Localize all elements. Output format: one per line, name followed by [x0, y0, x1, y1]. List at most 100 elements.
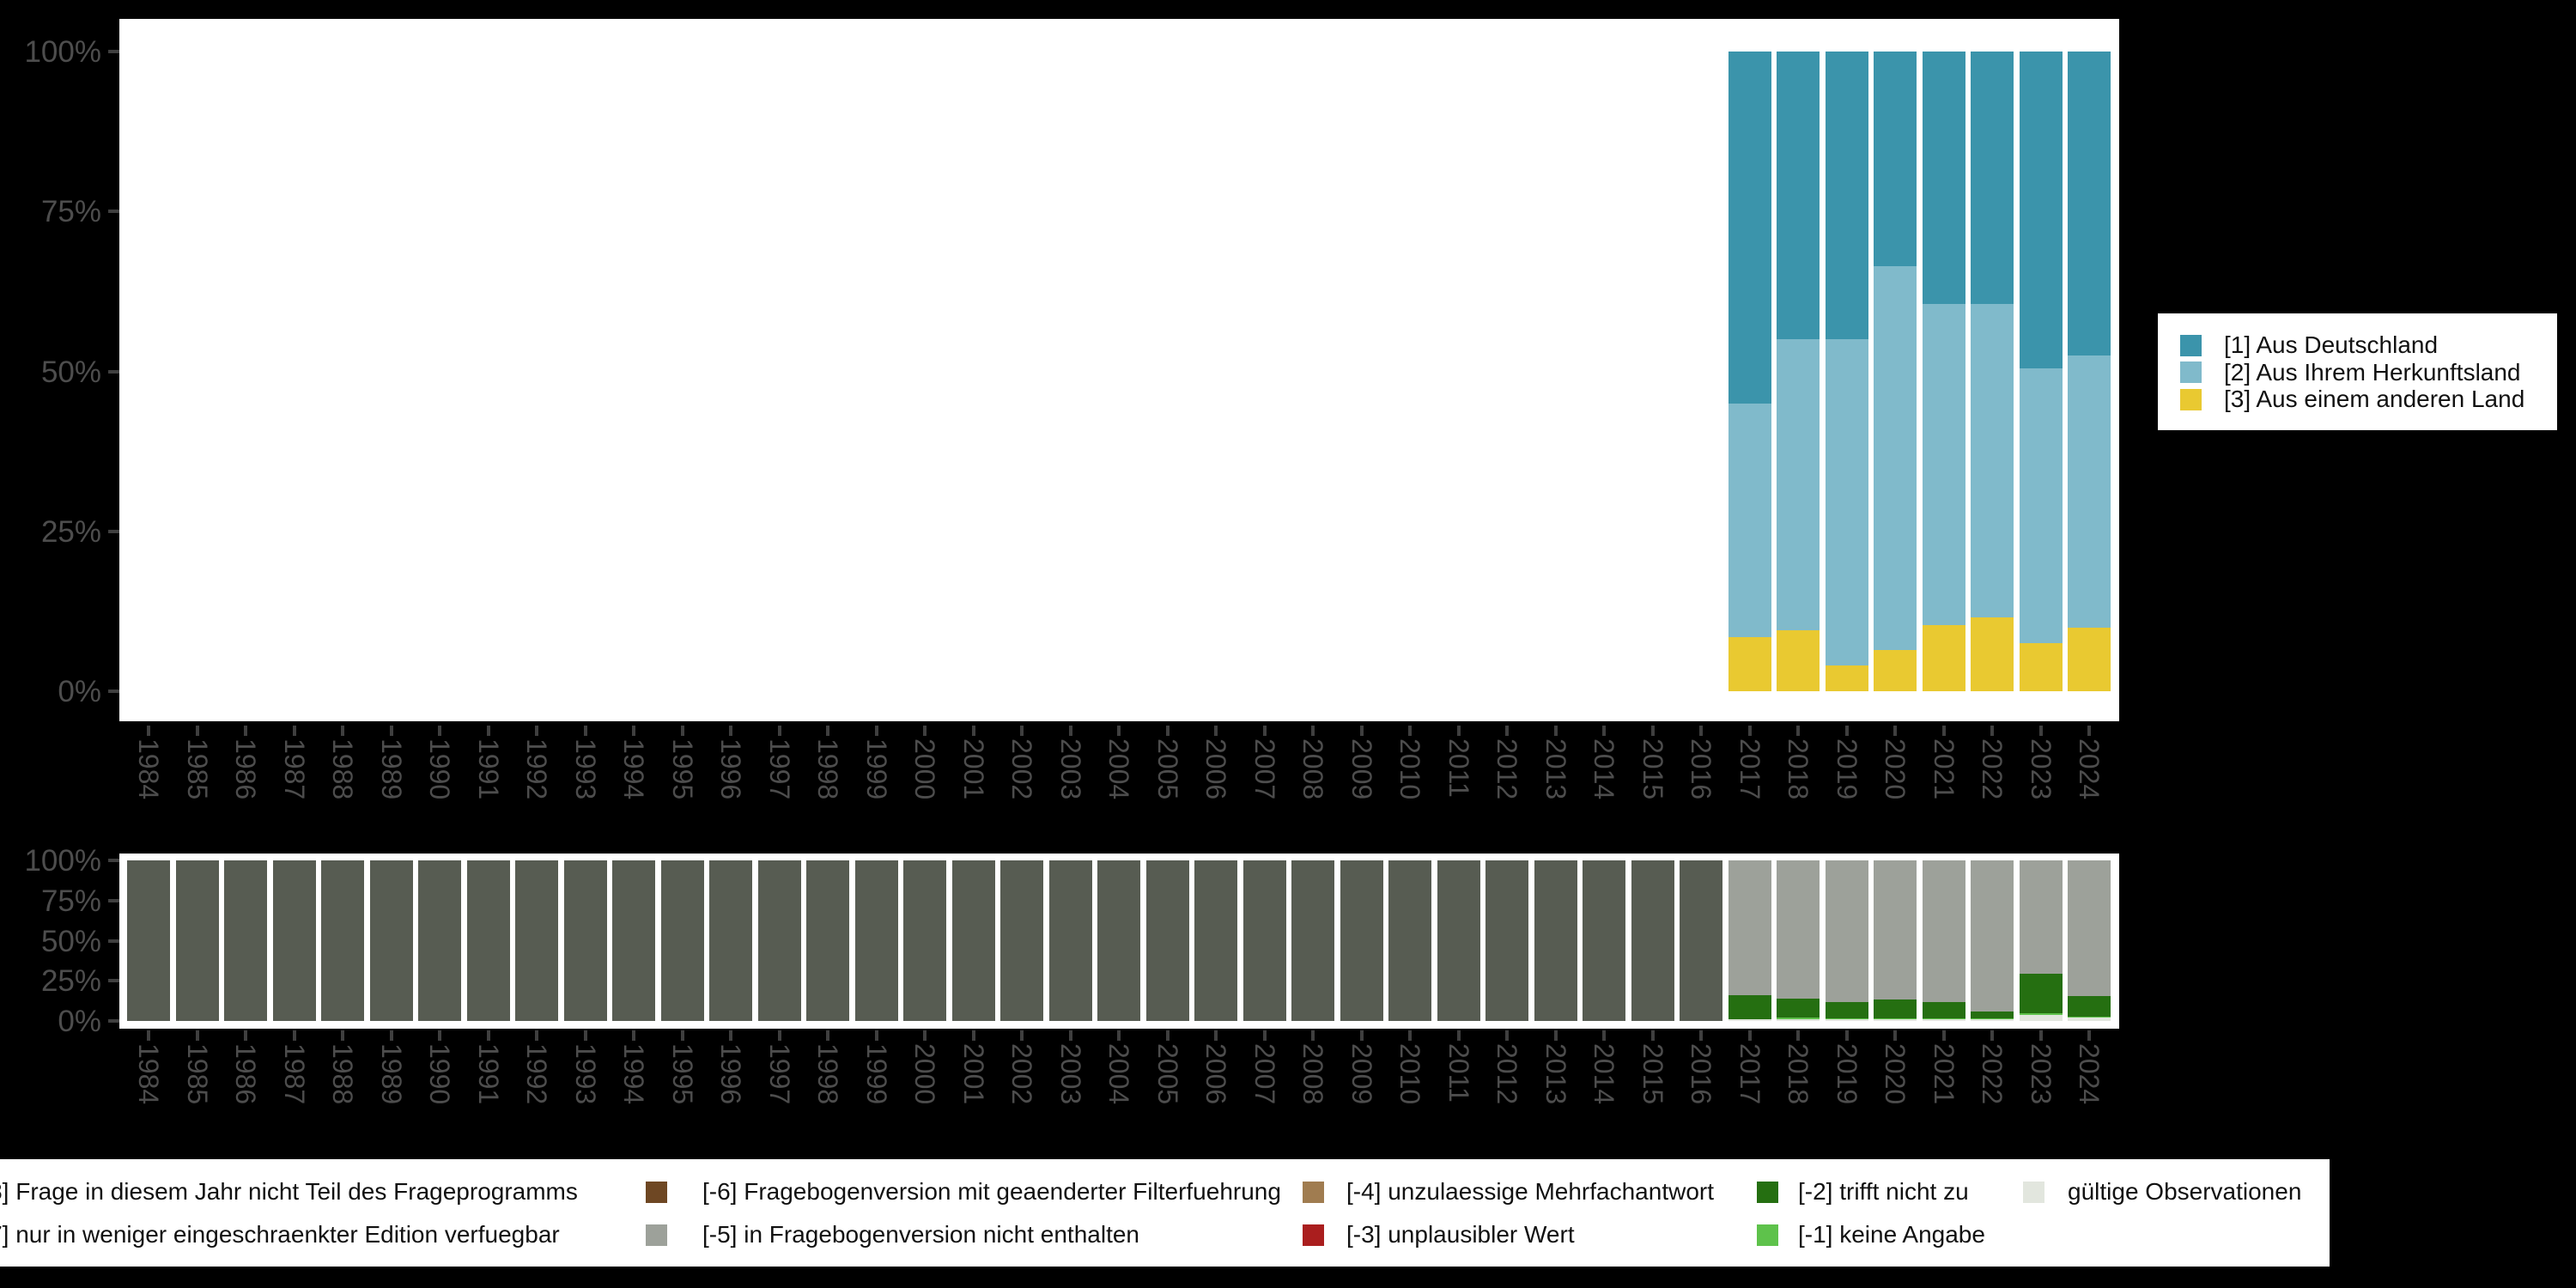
stacked-bar-2000 [903, 860, 946, 1021]
stacked-bar-1995 [661, 52, 704, 691]
stacked-bar-1988 [321, 860, 364, 1021]
stacked-bar-1994 [612, 52, 655, 691]
x-tick [583, 726, 587, 736]
bar-segment [1145, 860, 1189, 1021]
stacked-bar-1992 [515, 52, 558, 691]
bar-segment [1825, 1019, 1868, 1021]
x-axis-label: 2016 [1686, 738, 1716, 800]
x-tick [1844, 1030, 1849, 1041]
legend-key-swatch [646, 1224, 667, 1246]
y-tick [108, 979, 119, 983]
x-tick [971, 1030, 975, 1041]
bar-segment [1728, 636, 1771, 691]
x-tick [341, 1030, 344, 1041]
stacked-bar-2019 [1825, 860, 1868, 1021]
stacked-bar-1985 [176, 52, 219, 691]
x-axis-label: 1998 [812, 738, 843, 800]
stacked-bar-1986 [224, 52, 267, 691]
answer-chart-panel [119, 19, 2119, 721]
legend-label: [-7] nur in weniger eingeschraenkter Edi… [0, 1221, 560, 1248]
bar-segment [1000, 860, 1043, 1021]
x-axis-label: 2010 [1394, 1043, 1425, 1105]
bar-segment [1728, 1018, 1771, 1021]
legend-label: [3] Aus einem anderen Land [2224, 386, 2525, 412]
x-tick [1650, 726, 1655, 736]
stacked-bar-2017 [1728, 860, 1771, 1021]
y-axis-label: 25% [40, 964, 101, 999]
bar-segment [1971, 617, 2014, 691]
stacked-bar-2022 [1971, 52, 2014, 691]
stacked-bar-2008 [1291, 52, 1334, 691]
x-tick [1990, 1030, 1994, 1041]
x-axis-label: 2002 [1006, 738, 1037, 800]
x-axis-label: 2005 [1151, 1043, 1183, 1105]
stacked-bar-1987 [272, 860, 316, 1021]
stacked-bar-2006 [1194, 860, 1237, 1021]
x-axis-label: 2013 [1540, 738, 1571, 800]
x-axis-label: 1994 [618, 1043, 649, 1105]
bar-segment [1728, 994, 1771, 1019]
x-tick [389, 1030, 393, 1041]
stacked-bar-2018 [1777, 52, 1820, 691]
x-tick [195, 1030, 199, 1041]
x-axis-label: 2021 [1928, 738, 1959, 800]
x-axis-label: 2010 [1394, 738, 1425, 800]
stacked-bar-2020 [1874, 860, 1917, 1021]
stacked-bar-2005 [1145, 860, 1189, 1021]
y-tick [108, 210, 119, 214]
x-tick [1844, 726, 1849, 736]
stacked-bar-1988 [321, 52, 364, 691]
bar-segment [1825, 52, 1868, 340]
stacked-bar-1996 [709, 52, 752, 691]
bar-segment [903, 860, 946, 1021]
x-axis-label: 2007 [1249, 738, 1280, 800]
bar-segment [1048, 860, 1092, 1021]
x-tick [341, 726, 344, 736]
x-axis-label: 2004 [1103, 738, 1134, 800]
x-tick [1117, 726, 1121, 736]
x-axis-label: 1990 [424, 738, 455, 800]
legend-key-swatch [1303, 1181, 1324, 1203]
x-axis-label: 2017 [1734, 1043, 1765, 1105]
x-axis-label: 2013 [1540, 1043, 1571, 1105]
x-tick [1311, 1030, 1315, 1041]
bar-segment [515, 860, 558, 1021]
stacked-bar-2013 [1534, 52, 1577, 691]
stacked-bar-2015 [1631, 860, 1674, 1021]
stacked-bar-2020 [1874, 52, 1917, 691]
bar-segment [1728, 860, 1771, 995]
y-axis-label: 50% [40, 924, 101, 958]
legend-label: [-8] Frage in diesem Jahr nicht Teil des… [0, 1178, 578, 1205]
x-tick [729, 1030, 732, 1041]
stacked-bar-2009 [1340, 52, 1383, 691]
bar-segment [1777, 1017, 1820, 1019]
x-tick [1893, 726, 1897, 736]
stacked-bar-2003 [1049, 52, 1092, 691]
x-tick [777, 726, 781, 736]
bar-segment [2068, 1017, 2111, 1021]
bar-segment [2019, 973, 2063, 1014]
bar-segment [418, 860, 461, 1021]
bar-segment [369, 860, 413, 1021]
x-axis-label: 1989 [375, 738, 407, 800]
x-tick [535, 1030, 538, 1041]
stacked-bar-1986 [224, 860, 267, 1021]
stacked-bar-2004 [1097, 860, 1140, 1021]
x-tick [874, 1030, 878, 1041]
legend-label: [-3] unplausibler Wert [1346, 1221, 1575, 1248]
x-tick [2038, 726, 2043, 736]
y-axis-label: 0% [58, 1005, 101, 1038]
bar-segment [660, 860, 704, 1021]
x-tick [1602, 1030, 1606, 1041]
x-axis-label: 2008 [1297, 1043, 1328, 1105]
bar-segment [1825, 1001, 1868, 1019]
bar-segment [1680, 860, 1722, 1021]
legend-key-swatch [2023, 1181, 2044, 1203]
x-tick [1165, 1030, 1170, 1041]
x-tick [292, 726, 296, 736]
x-axis-label: 2011 [1443, 1043, 1474, 1103]
stacked-bar-2015 [1631, 52, 1674, 691]
bar-segment [1097, 860, 1140, 1021]
stacked-bar-1991 [467, 52, 510, 691]
x-axis-label: 1996 [715, 1043, 746, 1105]
